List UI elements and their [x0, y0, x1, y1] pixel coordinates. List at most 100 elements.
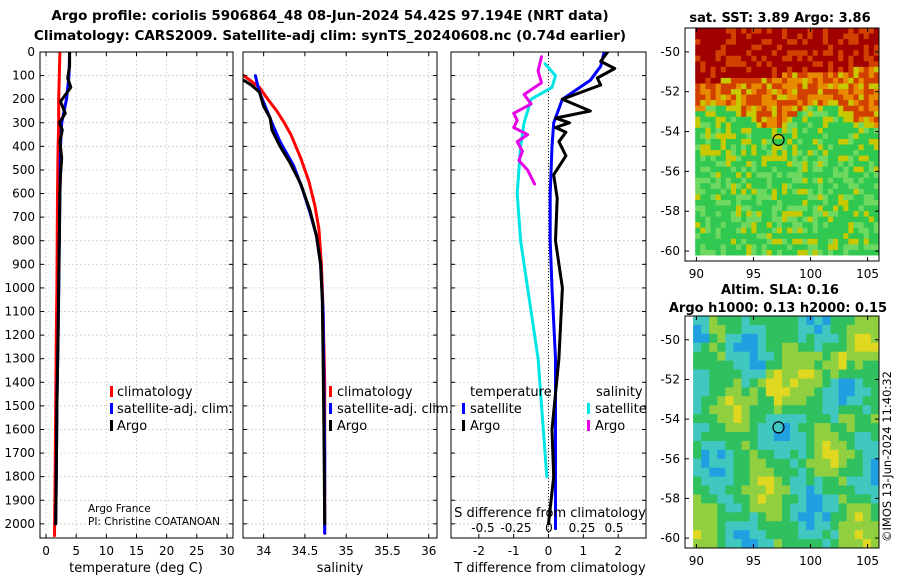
map-cell	[797, 177, 804, 184]
map-cell	[720, 249, 727, 257]
map-cell	[853, 199, 860, 207]
map-cell	[776, 33, 783, 40]
map-cell	[710, 199, 717, 207]
figure-title-line1: Argo profile: coriolis 5906864_48 08-Jun…	[51, 8, 608, 24]
map-cell	[720, 227, 727, 234]
map-cell	[843, 199, 849, 207]
map-cell	[741, 521, 751, 531]
map-cell	[730, 161, 737, 168]
map-cell	[736, 233, 742, 240]
map-cell	[843, 94, 849, 101]
map-cell	[751, 55, 758, 62]
map-cell	[725, 100, 732, 107]
map-cell	[790, 521, 799, 531]
map-cell	[873, 199, 879, 207]
map-cell	[838, 155, 844, 162]
map-cell	[751, 122, 758, 129]
map-cell	[695, 216, 701, 223]
map-cell	[773, 503, 783, 513]
map-cell	[858, 238, 865, 245]
map-cell	[766, 150, 773, 157]
map-cell	[773, 342, 783, 353]
map-cell	[701, 396, 710, 406]
map-cell	[725, 378, 735, 388]
map-cell	[827, 100, 834, 107]
map-cell	[725, 530, 735, 540]
map-cell	[741, 89, 747, 96]
map-cell	[848, 150, 855, 157]
map-cell	[822, 199, 829, 207]
map-cell	[822, 387, 832, 397]
map-cell	[741, 144, 747, 151]
map-cell	[701, 432, 710, 442]
map-cell	[715, 89, 722, 96]
x-tick-label: 95	[746, 554, 761, 568]
y-tick-label: 1200	[4, 328, 35, 342]
map-cell	[787, 122, 793, 129]
map-cell	[736, 238, 742, 245]
map-cell	[720, 222, 727, 229]
map-cell	[736, 55, 742, 62]
map-cell	[771, 172, 778, 179]
map-cell	[751, 255, 758, 261]
map-cell	[736, 83, 742, 90]
map-cell	[771, 144, 778, 151]
map-cell	[838, 387, 848, 397]
map-cell	[766, 216, 773, 223]
map-cell	[787, 233, 793, 240]
map-cell	[833, 249, 839, 257]
map-cell	[873, 177, 879, 184]
map-cell	[773, 333, 783, 344]
map-cell	[838, 199, 844, 207]
sst-map-title: sat. SST: 3.89 Argo: 3.86	[689, 11, 870, 26]
map-cell	[736, 50, 742, 57]
argo-position-marker	[772, 421, 785, 434]
map-cell	[730, 150, 737, 157]
map-cell	[756, 155, 763, 162]
map-cell	[854, 342, 864, 353]
map-cell	[733, 485, 743, 496]
map-cell	[690, 166, 696, 173]
map-cell	[725, 155, 732, 162]
map-cell	[746, 61, 752, 68]
map-cell	[695, 183, 701, 190]
map-cell	[733, 414, 743, 424]
map-cell	[862, 396, 872, 406]
map-cell	[846, 316, 856, 326]
map-cell	[782, 342, 791, 353]
map-cell	[761, 39, 768, 46]
map-cell	[827, 255, 834, 261]
map-cell	[782, 360, 791, 371]
s-tick-label: 0.25	[569, 521, 596, 535]
map-cell	[873, 211, 879, 218]
figure-title-line2: Climatology: CARS2009. Satellite-adj cli…	[34, 28, 626, 44]
map-cell	[751, 116, 758, 123]
map-cell	[863, 72, 870, 79]
map-cell	[733, 333, 743, 344]
map-cell	[838, 100, 844, 107]
map-cell	[792, 50, 798, 57]
map-cell	[685, 77, 691, 85]
map-cell	[725, 89, 732, 96]
map-cell	[862, 521, 872, 531]
map-cell	[812, 100, 819, 107]
map-cell	[725, 360, 735, 371]
map-cell	[709, 378, 718, 388]
map-cell	[730, 144, 737, 151]
map-cell	[830, 387, 840, 397]
map-cell	[830, 432, 840, 442]
map-cell	[792, 144, 798, 151]
map-cell	[807, 138, 814, 146]
map-cell	[776, 39, 783, 46]
map-cell	[863, 205, 870, 212]
map-cell	[705, 94, 712, 101]
map-cell	[843, 183, 849, 190]
map-cell	[736, 77, 742, 85]
map-cell	[812, 194, 819, 201]
map-cell	[797, 161, 804, 168]
map-cell	[693, 316, 702, 326]
map-cell	[725, 238, 732, 245]
map-cell	[812, 50, 819, 57]
map-cell	[870, 476, 879, 487]
map-cell	[846, 378, 856, 388]
